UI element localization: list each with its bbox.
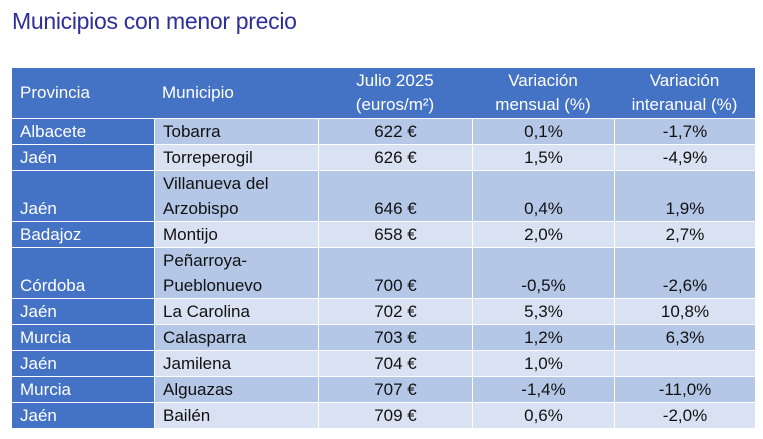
cell-variacion-mensual: 2,0%: [472, 221, 614, 247]
cell-variacion-interanual: 6,3%: [614, 324, 755, 350]
header-precio-line2: (euros/m²): [355, 95, 435, 114]
cell-variacion-mensual: 1,2%: [472, 324, 614, 350]
cell-variacion-mensual: 1,0%: [472, 350, 614, 376]
table-row: Jaén Bailén 709 €0,6% -2,0%: [12, 402, 755, 428]
table-row: Badajoz Montijo 658 €2,0% 2,7%: [12, 221, 755, 247]
table-row: Murcia Calasparra 703 €1,2% 6,3%: [12, 324, 755, 350]
cell-precio: 646 €: [318, 170, 472, 221]
cell-provincia: Murcia: [12, 376, 154, 402]
municipio-line1: Montijo: [163, 225, 218, 244]
cell-provincia: Jaén: [12, 402, 154, 428]
cell-precio: 703 €: [318, 324, 472, 350]
header-provincia: Provincia: [12, 68, 154, 118]
cell-provincia: Murcia: [12, 324, 154, 350]
header-variacion-mensual: Variación mensual (%): [472, 68, 614, 118]
cell-variacion-mensual: 0,1%: [472, 118, 614, 144]
cell-variacion-interanual: 2,7%: [614, 221, 755, 247]
cell-provincia: Jaén: [12, 144, 154, 170]
cell-variacion-mensual: -1,4%: [472, 376, 614, 402]
municipio-line2: Pueblonuevo: [163, 276, 263, 295]
cell-provincia: Jaén: [12, 298, 154, 324]
cell-precio: 622 €: [318, 118, 472, 144]
header-municipio: Municipio: [154, 68, 318, 118]
table-row: Jaén Torreperogil 626 €1,5% -4,9%: [12, 144, 755, 170]
table-header-row: Provincia Municipio Julio 2025 (euros/m²…: [12, 68, 755, 118]
cell-variacion-mensual: 5,3%: [472, 298, 614, 324]
cell-precio: 707 €: [318, 376, 472, 402]
cell-variacion-mensual: 0,4%: [472, 170, 614, 221]
cell-provincia: Jaén: [12, 170, 154, 221]
municipio-line1: Tobarra: [163, 122, 221, 141]
header-interanual-line2: interanual (%): [631, 95, 738, 114]
cell-variacion-mensual: -0,5%: [472, 247, 614, 298]
price-table: Provincia Municipio Julio 2025 (euros/m²…: [12, 68, 755, 428]
municipio-line1: Peñarroya-: [163, 251, 248, 270]
cell-municipio: Montijo: [154, 221, 318, 247]
table-row: Murcia Alguazas 707 € -1,4% -11,0%: [12, 376, 755, 402]
page-title: Municipios con menor precio: [12, 8, 297, 34]
municipio-line1: Torreperogil: [163, 148, 253, 167]
cell-variacion-interanual: [614, 350, 755, 376]
cell-municipio: Tobarra: [154, 118, 318, 144]
header-mensual-line2: mensual (%): [495, 95, 591, 114]
cell-precio: 702 €: [318, 298, 472, 324]
cell-municipio: La Carolina: [154, 298, 318, 324]
municipio-line1: La Carolina: [163, 302, 250, 321]
header-precio: Julio 2025 (euros/m²): [318, 68, 472, 118]
table-row: Jaén La Carolina 702 €5,3% 10,8%: [12, 298, 755, 324]
table-row: Jaén Jamilena 704 €1,0%: [12, 350, 755, 376]
cell-variacion-mensual: 1,5%: [472, 144, 614, 170]
cell-variacion-interanual: -1,7%: [614, 118, 755, 144]
header-precio-line1: Julio 2025: [356, 71, 434, 90]
cell-precio: 658 €: [318, 221, 472, 247]
cell-provincia: Albacete: [12, 118, 154, 144]
cell-municipio: Peñarroya- Pueblonuevo: [154, 247, 318, 298]
cell-municipio: Jamilena: [154, 350, 318, 376]
cell-variacion-mensual: 0,6%: [472, 402, 614, 428]
table-row: Albacete Tobarra 622 €0,1% -1,7%: [12, 118, 755, 144]
municipio-line1: Alguazas: [163, 380, 233, 399]
cell-variacion-interanual: 10,8%: [614, 298, 755, 324]
municipio-line1: Villanueva del: [163, 174, 269, 193]
header-mensual-line1: Variación: [508, 71, 578, 90]
table-row: Jaén Villanueva del Arzobispo 646 €0,4% 1,9%: [12, 170, 755, 221]
cell-variacion-interanual: -2,6%: [614, 247, 755, 298]
cell-precio: 709 €: [318, 402, 472, 428]
cell-precio: 626 €: [318, 144, 472, 170]
cell-municipio: Torreperogil: [154, 144, 318, 170]
cell-provincia: Córdoba: [12, 247, 154, 298]
municipio-line1: Jamilena: [163, 354, 232, 373]
cell-municipio: Bailén: [154, 402, 318, 428]
cell-municipio: Villanueva del Arzobispo: [154, 170, 318, 221]
cell-provincia: Jaén: [12, 350, 154, 376]
cell-variacion-interanual: -4,9%: [614, 144, 755, 170]
municipio-line2: Arzobispo: [163, 199, 239, 218]
cell-precio: 704 €: [318, 350, 472, 376]
cell-municipio: Calasparra: [154, 324, 318, 350]
cell-variacion-interanual: -2,0%: [614, 402, 755, 428]
municipio-line1: Bailén: [163, 406, 211, 425]
header-interanual-line1: Variación: [649, 71, 720, 90]
municipio-line1: Calasparra: [163, 328, 247, 347]
cell-provincia: Badajoz: [12, 221, 154, 247]
header-variacion-interanual: Variación interanual (%): [614, 68, 755, 118]
cell-variacion-interanual: 1,9%: [614, 170, 755, 221]
cell-municipio: Alguazas: [154, 376, 318, 402]
table-row: Córdoba Peñarroya- Pueblonuevo 700 € -0,5% -2…: [12, 247, 755, 298]
cell-precio: 700 €: [318, 247, 472, 298]
cell-variacion-interanual: -11,0%: [614, 376, 755, 402]
